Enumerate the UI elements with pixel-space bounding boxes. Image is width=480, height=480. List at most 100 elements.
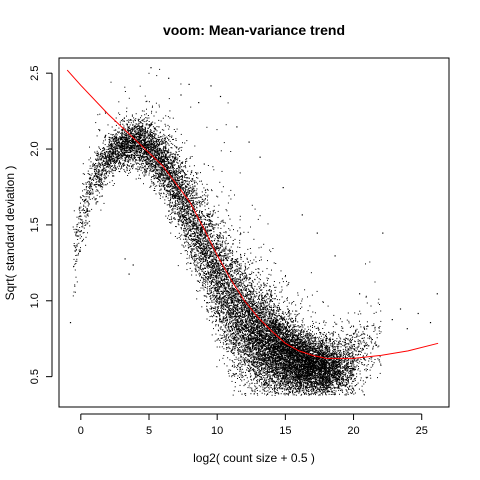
scatter-point <box>197 228 199 230</box>
scatter-point <box>200 247 202 249</box>
scatter-point <box>136 152 138 154</box>
scatter-point <box>148 149 150 151</box>
scatter-point <box>137 127 139 129</box>
scatter-point <box>136 126 138 128</box>
scatter-point <box>197 227 199 229</box>
scatter-point <box>176 161 178 163</box>
scatter-point <box>131 132 132 134</box>
scatter-point <box>201 253 203 255</box>
scatter-point <box>172 166 174 168</box>
scatter-point <box>87 193 89 195</box>
scatter-point <box>123 145 125 147</box>
scatter-point <box>83 205 85 207</box>
scatter-point <box>193 256 195 257</box>
scatter-point <box>143 132 145 134</box>
scatter-point <box>160 140 162 142</box>
scatter-point <box>127 126 129 128</box>
scatter-point <box>91 208 93 210</box>
scatter-point <box>137 162 139 164</box>
scatter-point <box>121 155 123 157</box>
scatter-point <box>139 152 141 154</box>
scatter-point <box>122 129 124 131</box>
scatter-point <box>149 142 151 144</box>
scatter-point <box>192 225 194 227</box>
scatter-point <box>127 160 129 161</box>
scatter-point <box>142 130 144 132</box>
scatter-point <box>191 258 193 260</box>
scatter-point <box>129 147 131 149</box>
scatter-point <box>116 134 118 136</box>
scatter-point <box>81 226 83 228</box>
scatter-point <box>110 162 112 164</box>
scatter-point <box>149 124 151 126</box>
scatter-point <box>179 189 181 191</box>
scatter-point <box>105 158 107 159</box>
scatter-point <box>124 86 126 88</box>
scatter-point <box>143 156 145 158</box>
scatter-point <box>155 155 157 157</box>
scatter-point <box>203 200 205 202</box>
scatter-point <box>136 136 138 138</box>
scatter-point <box>198 250 200 252</box>
scatter-point <box>198 266 199 268</box>
scatter-point <box>119 137 121 139</box>
scatter-point <box>177 265 179 267</box>
scatter-point <box>160 175 162 177</box>
scatter-point <box>184 187 186 189</box>
scatter-point <box>135 145 137 147</box>
scatter-point <box>167 182 169 184</box>
scatter-point <box>144 169 145 171</box>
scatter-point <box>197 218 198 220</box>
scatter-point <box>140 135 142 136</box>
scatter-point <box>196 207 198 209</box>
scatter-point <box>103 147 105 149</box>
scatter-point <box>110 155 111 157</box>
scatter-point <box>86 190 88 192</box>
scatter-point <box>186 219 188 221</box>
scatter-point <box>157 169 159 171</box>
scatter-point <box>200 279 201 281</box>
scatter-point <box>165 180 167 182</box>
scatter-point <box>202 279 204 281</box>
scatter-point <box>180 176 182 178</box>
scatter-point <box>131 142 133 143</box>
scatter-point <box>127 138 129 140</box>
scatter-point <box>174 177 176 179</box>
scatter-point <box>142 137 144 139</box>
scatter-point <box>118 144 120 146</box>
scatter-point <box>200 231 202 233</box>
scatter-point <box>157 176 159 178</box>
scatter-point <box>77 230 79 232</box>
scatter-point <box>190 262 192 264</box>
scatter-point <box>128 119 130 121</box>
scatter-point <box>104 161 106 163</box>
scatter-point <box>200 242 202 244</box>
scatter-point <box>87 202 89 204</box>
scatter-point <box>134 145 136 147</box>
scatter-point <box>119 155 121 157</box>
scatter-point <box>151 155 153 157</box>
scatter-point <box>183 171 184 173</box>
scatter-point <box>171 211 173 213</box>
scatter-point <box>197 220 199 222</box>
scatter-point <box>175 226 177 228</box>
scatter-point <box>178 215 179 217</box>
scatter-point <box>106 155 108 157</box>
scatter-point <box>155 161 157 163</box>
scatter-point <box>111 156 113 157</box>
scatter-point <box>156 126 158 128</box>
scatter-point <box>98 180 100 181</box>
scatter-point <box>125 158 127 160</box>
scatter-point <box>156 148 158 150</box>
scatter-point <box>76 254 78 256</box>
scatter-point <box>179 235 181 237</box>
scatter-point <box>76 232 77 234</box>
scatter-point <box>177 192 179 194</box>
scatter-point <box>143 165 145 167</box>
scatter-point <box>136 136 138 138</box>
scatter-point <box>134 138 136 140</box>
scatter-point <box>104 156 106 158</box>
scatter-point <box>178 220 180 222</box>
scatter-point <box>134 147 136 149</box>
scatter-point <box>97 184 99 186</box>
